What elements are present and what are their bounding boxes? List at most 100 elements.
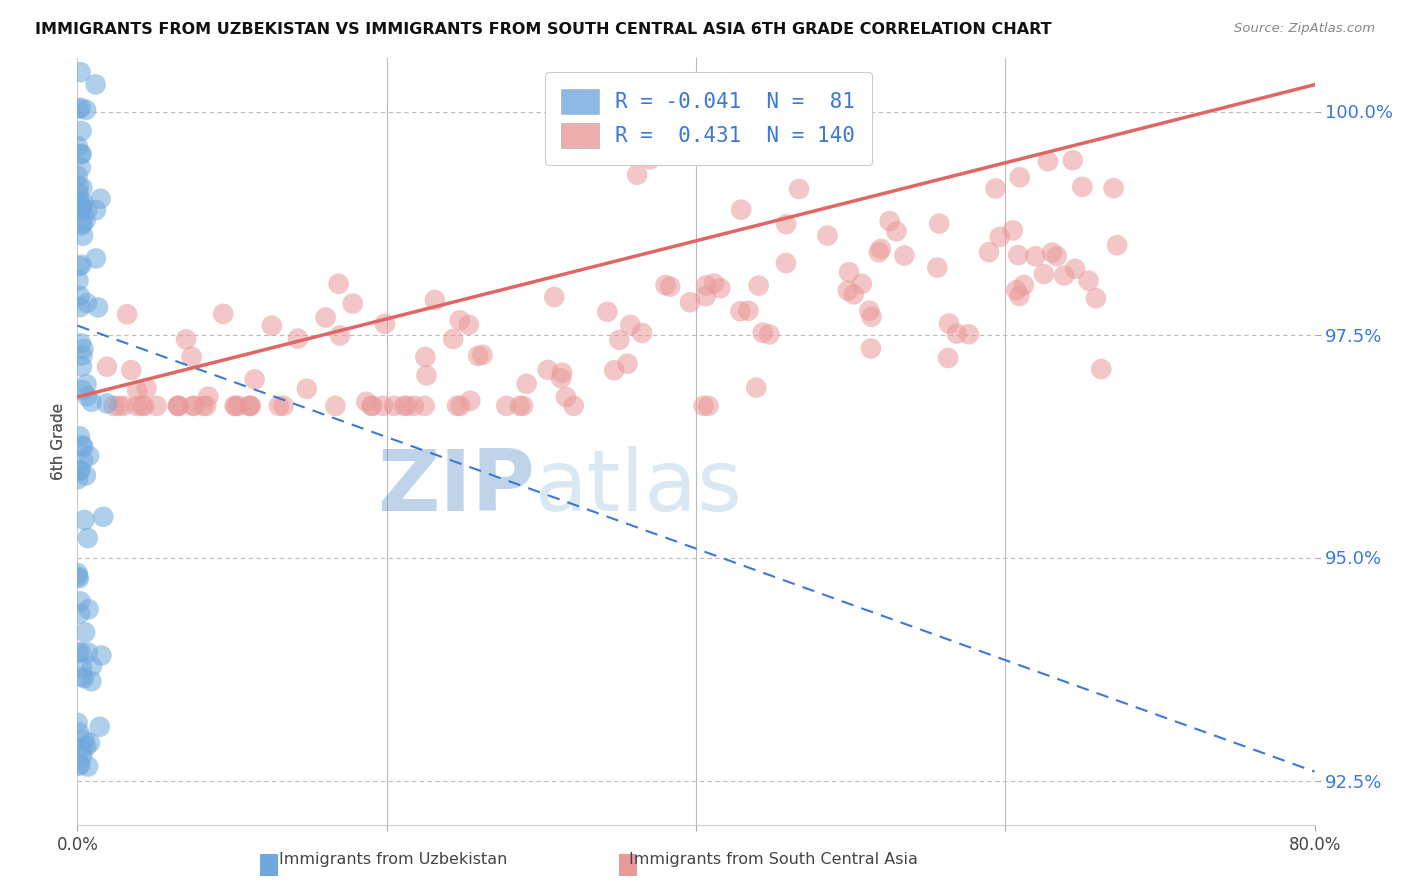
Point [69,300,91,314]
Text: Source: ZipAtlas.com: Source: ZipAtlas.com [1234,22,1375,36]
Point [135,381,157,395]
Point [1064,261,1087,276]
Point [66,472,89,486]
Point [72,440,94,454]
Point [446,399,468,413]
Point [745,381,768,395]
Point [555,390,578,404]
Point [775,256,797,270]
Point [212,307,235,321]
Point [66,715,89,730]
Point [842,287,865,301]
Point [239,399,262,413]
Point [957,327,980,342]
Point [226,399,249,413]
Point [342,296,364,310]
Point [70,438,93,452]
Point [1046,249,1069,263]
Point [1008,289,1031,303]
Point [70,359,93,374]
Point [79,736,101,750]
Point [72,228,94,243]
Point [75,213,97,227]
Point [69,195,91,210]
Point [72,181,94,195]
Point [195,399,218,413]
Point [70,101,93,115]
Point [977,245,1000,260]
Point [730,304,752,318]
Point [72,216,94,230]
Point [70,661,93,675]
Point [1071,179,1094,194]
Point [374,317,396,331]
Point [70,740,93,755]
Point [69,289,91,303]
Point [77,602,100,616]
Point [67,646,90,660]
Point [112,399,135,413]
Point [870,242,893,256]
Point [945,326,967,341]
Point [70,219,93,233]
Point [69,65,91,79]
Point [70,670,93,684]
Point [695,278,717,293]
Point [659,279,682,293]
Point [495,399,517,413]
Point [69,594,91,608]
Point [886,224,908,238]
Point [273,399,295,413]
Y-axis label: 6th Grade: 6th Grade [51,403,66,480]
Point [115,307,138,321]
Point [402,399,425,413]
Point [626,168,648,182]
Point [928,217,950,231]
Point [467,349,489,363]
Text: atlas: atlas [536,446,744,529]
Point [775,217,797,231]
Point [91,509,114,524]
Point [512,399,534,413]
Point [72,748,94,763]
Point [75,468,97,483]
Text: Immigrants from South Central Asia: Immigrants from South Central Asia [628,852,918,867]
Point [360,399,382,413]
Point [458,393,481,408]
Point [415,368,437,383]
Point [516,376,538,391]
Point [638,153,661,167]
Point [238,399,260,413]
Point [84,252,107,266]
Point [859,342,882,356]
Point [1012,278,1035,293]
Point [72,349,94,363]
Point [80,659,103,673]
Point [1107,238,1129,252]
Point [131,399,153,413]
Point [72,201,94,215]
Point [382,399,405,413]
Point [423,293,446,307]
Point [1007,248,1029,262]
Point [67,179,90,194]
Point [609,333,631,347]
Point [267,399,290,413]
Point [66,566,89,581]
Point [325,399,347,413]
Point [619,318,641,332]
Point [860,310,883,324]
Point [103,399,125,413]
Point [120,363,142,377]
Point [125,399,148,413]
Point [537,363,560,377]
Point [70,161,93,175]
Point [191,399,214,413]
Point [737,303,759,318]
Point [1084,291,1107,305]
Point [70,336,93,351]
Y-axis label: 6th Grade: 6th Grade [51,403,66,480]
Point [1005,283,1028,297]
Point [69,429,91,443]
Point [868,245,890,260]
